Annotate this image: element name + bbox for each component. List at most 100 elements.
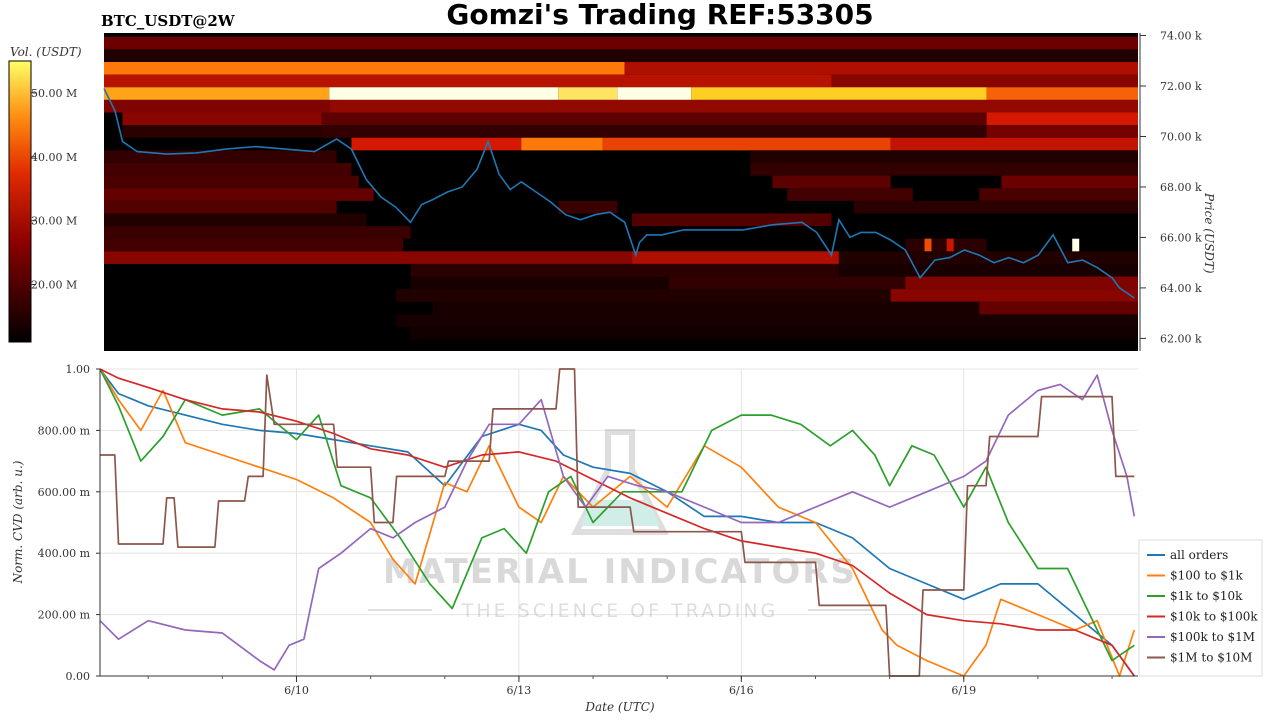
heatmap-cell [104, 74, 832, 88]
heatmap-cell [104, 226, 411, 239]
legend-entry: $1k to $10k [1170, 589, 1243, 603]
heatmap-cell [986, 87, 1138, 100]
heatmap-cell [986, 112, 1138, 126]
heatmap-cell [558, 200, 618, 214]
cvd-y-tick-label: 1.00 [66, 363, 91, 376]
heatmap-cell [104, 238, 404, 252]
heatmap-cell [979, 188, 1138, 201]
heatmap-cell [521, 137, 603, 151]
heatmap-cell [602, 137, 891, 151]
heatmap-cell [104, 200, 337, 214]
heatmap-cell [986, 125, 1138, 138]
series-line [100, 368, 1135, 677]
cvd-x-tick-label: 6/13 [507, 684, 532, 697]
price-tick-label: 64.00 k [1160, 282, 1202, 295]
legend-box [1138, 539, 1263, 677]
legend-entry: $100 to $1k [1170, 569, 1243, 583]
heatmap-cell [1001, 175, 1138, 189]
cvd-y-tick-label: 800.00 m [38, 424, 91, 437]
series-line [99, 368, 1135, 677]
heatmap-cell [632, 213, 832, 227]
cvd-y-tick-label: 600.00 m [38, 486, 91, 499]
heatmap-hotspot [924, 238, 932, 252]
heatmap-cell [838, 251, 1138, 264]
heatmap-cell [395, 314, 1138, 328]
cvd-y-tick-label: 0.00 [66, 670, 91, 683]
price-tick-label: 68.00 k [1160, 181, 1202, 194]
price-line-layer [103, 88, 1135, 299]
heatmap-cell [772, 175, 891, 189]
cvd-x-tick-label: 6/10 [284, 684, 309, 697]
heatmap-cell [104, 49, 1138, 63]
heatmap-cell [787, 188, 913, 201]
heatmap-cell [890, 137, 1138, 151]
heatmap-cell [691, 87, 987, 100]
heatmap-cell [329, 99, 1138, 113]
heatmap-cell [104, 175, 359, 189]
price-axis: 62.00 k 64.00 k 66.00 k 68.00 k 70.00 k 72.00… [1139, 30, 1202, 351]
cvd-x-tick-label: 6/19 [951, 684, 976, 697]
heatmap-cell [890, 289, 1138, 302]
legend-entry: $1M to $10M [1170, 651, 1252, 665]
heatmap-cell [104, 36, 1138, 50]
heatmap-cell [410, 276, 670, 290]
price-tick-label: 62.00 k [1160, 332, 1202, 345]
heatmap-cell [669, 276, 906, 290]
colorbar-tick-label: 40.00 M [31, 151, 77, 164]
price-tick-label: 72.00 k [1160, 80, 1202, 93]
watermark: MATERIAL INDICATORS THE SCIENCE OF TRADI… [368, 429, 872, 622]
heatmap-cell [104, 162, 352, 176]
heatmap-cell [104, 251, 633, 264]
heatmap-hotspot [1072, 238, 1080, 252]
heatmap-cell [905, 276, 1138, 290]
cvd-y-tick-label: 200.00 m [38, 609, 91, 622]
heatmap-hotspot [946, 238, 954, 252]
price-tick-label: 70.00 k [1160, 130, 1202, 143]
cvd-x-tick-label: 6/16 [729, 684, 754, 697]
heatmap-cell [750, 162, 1138, 176]
colorbar [8, 60, 32, 343]
heatmap-cell [122, 112, 322, 126]
price-tick-label: 66.00 k [1160, 231, 1202, 244]
price-tick-label: 74.00 k [1160, 30, 1202, 43]
series-line [99, 368, 1135, 662]
heatmap-cell [410, 263, 839, 277]
heatmap-cell [624, 62, 1138, 75]
price-line [103, 88, 1135, 299]
heatmap-cell [432, 301, 980, 315]
colorbar-ticks: 20.00 M 30.00 M 40.00 M 50.00 M [31, 87, 77, 292]
series-line [99, 368, 1135, 677]
heatmap-layer [104, 33, 1138, 351]
heatmap-cell [329, 87, 559, 100]
legend: all orders $100 to $1k $1k to $10k $10k to … [1138, 539, 1263, 677]
heatmap-cell [122, 125, 322, 138]
heatmap-cell [632, 251, 839, 264]
heatmap-cell [831, 74, 1138, 88]
cvd-series-layer [99, 368, 1136, 677]
watermark-name: MATERIAL INDICATORS [383, 552, 857, 592]
heatmap-cell [853, 200, 1138, 214]
heatmap-cell [104, 62, 625, 75]
legend-entry: $100k to $1M [1170, 630, 1255, 644]
heatmap-cell [979, 301, 1138, 315]
watermark-tagline: THE SCIENCE OF TRADING [461, 600, 779, 622]
colorbar-label: Vol. (USDT) [10, 45, 82, 59]
heatmap-cell [104, 99, 330, 113]
heatmap-cell [104, 213, 367, 227]
heatmap-cell [558, 87, 618, 100]
heatmap-cell [104, 188, 374, 201]
chart-title: Gomzi's Trading REF:53305 [446, 0, 873, 31]
heatmap-cell [905, 238, 987, 252]
x-axis-label: Date (UTC) [584, 700, 654, 714]
heatmap-cell [321, 112, 987, 126]
legend-entry: all orders [1170, 548, 1228, 562]
heatmap-cell [351, 137, 522, 151]
symbol-label: BTC_USDT@2W [101, 12, 236, 30]
heatmap-cell [410, 327, 1138, 340]
cvd-y-tick-label: 400.00 m [38, 547, 91, 560]
legend-entry: $10k to $100k [1170, 610, 1258, 624]
price-axis-label: Price (USDT) [1202, 192, 1216, 274]
heatmap-cell [750, 150, 1138, 163]
